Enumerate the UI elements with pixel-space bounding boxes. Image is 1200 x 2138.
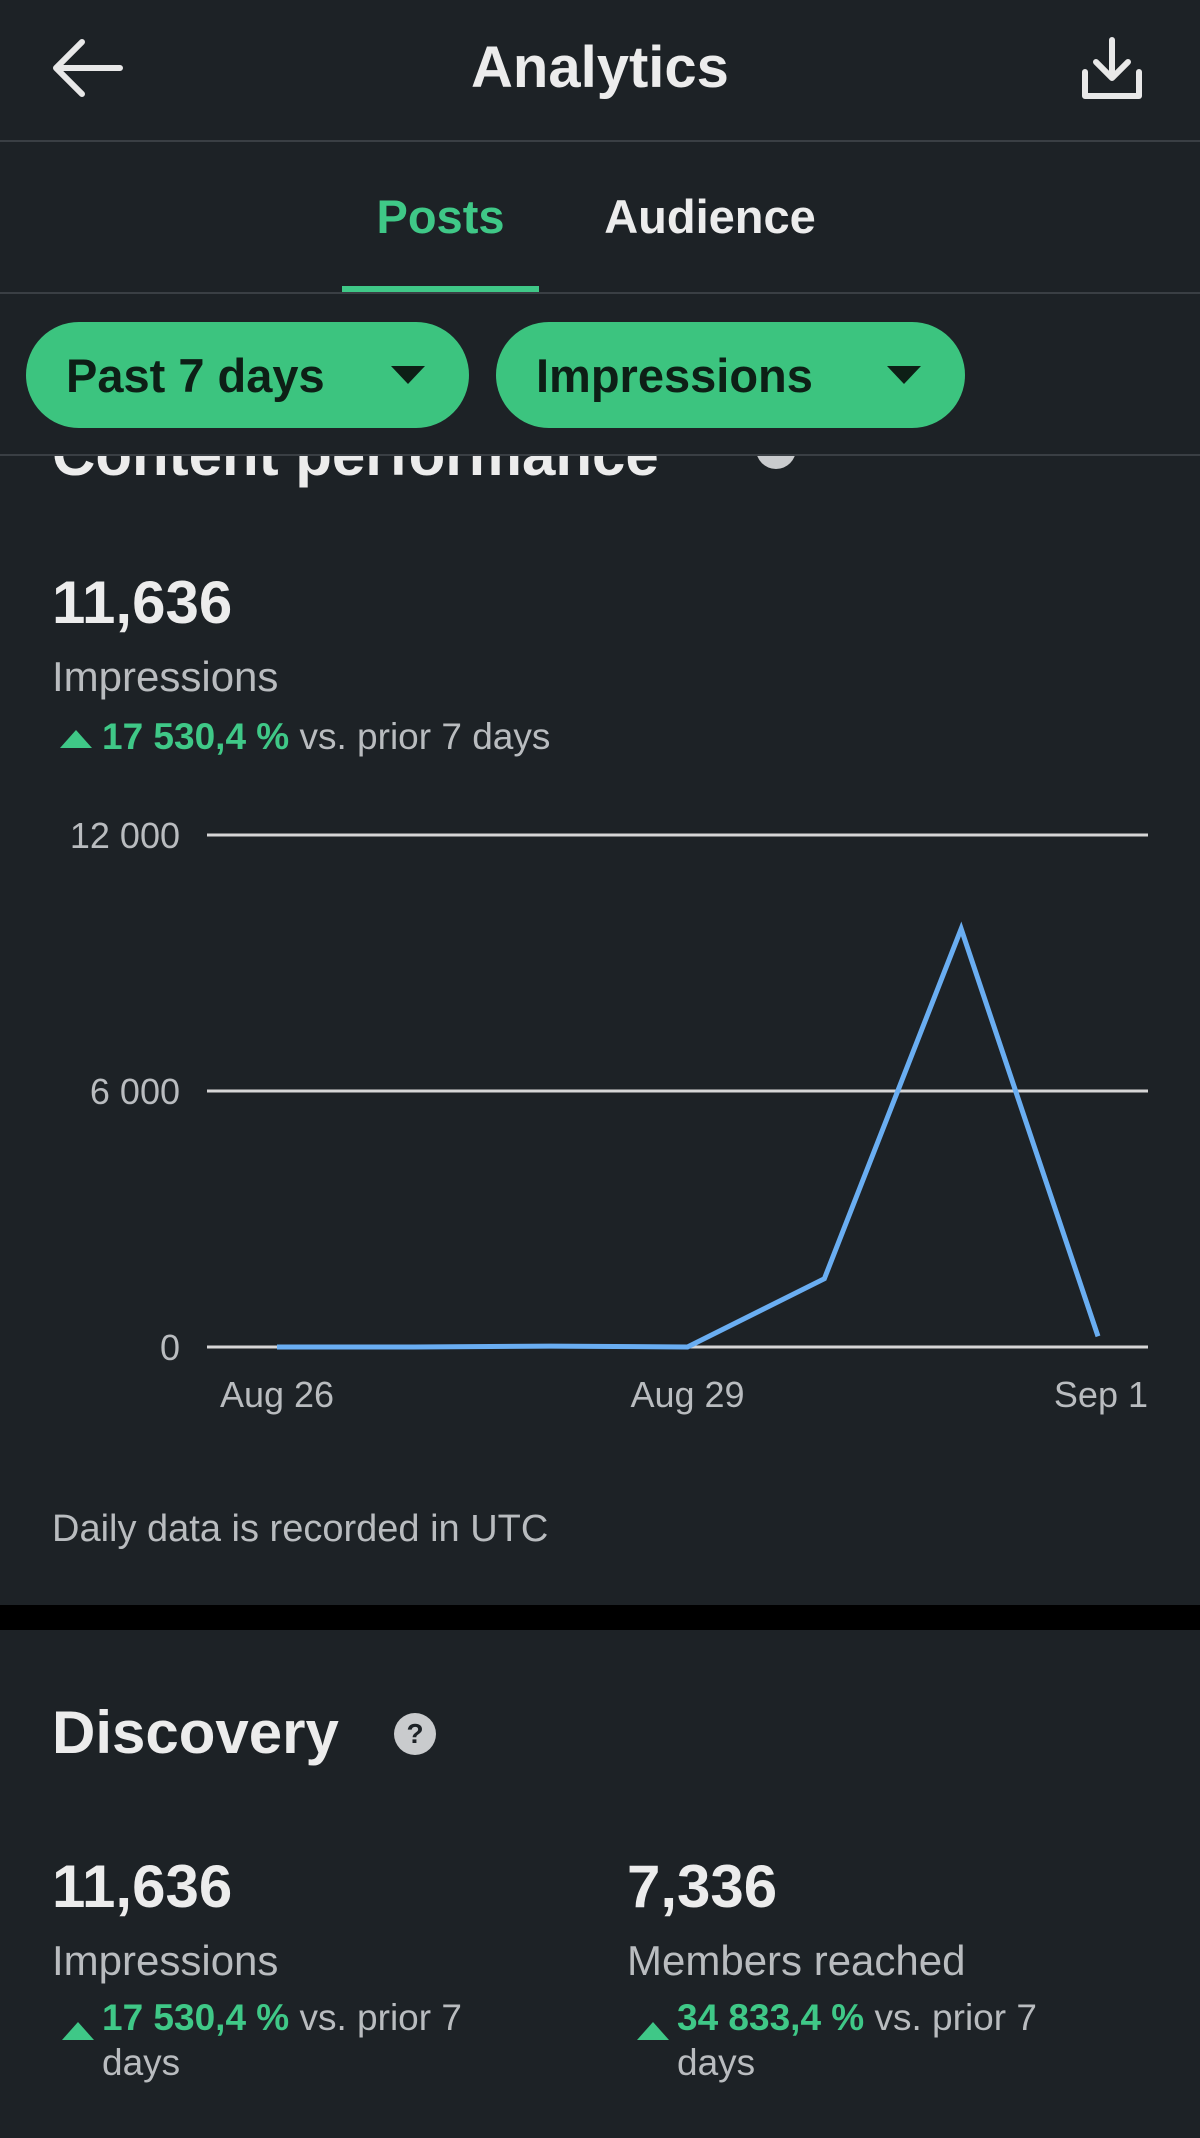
help-icon[interactable]: ? [393, 1712, 437, 1756]
change-comparison: vs. prior 7 days [299, 716, 551, 757]
change-value: 34 833,4 % [677, 1997, 865, 2038]
stat-label: Impressions [52, 1937, 279, 1984]
change-icon [62, 2022, 104, 2040]
tab[interactable]: Audience [604, 190, 816, 243]
divider [0, 454, 1200, 456]
metric-total: 11,636 [52, 569, 233, 636]
metric-name: Impressions [52, 653, 279, 700]
back-button[interactable] [50, 36, 126, 100]
tab-indicator [342, 286, 539, 292]
section-title: Discovery [52, 1699, 339, 1766]
divider [0, 140, 1200, 142]
change-value: 17 530,4 % [102, 1997, 290, 2038]
x-tick-label: Aug 29 [630, 1374, 744, 1415]
y-tick-label: 12 000 [70, 815, 180, 856]
section-separator [0, 1605, 1200, 1630]
change-value: 17 530,4 % [102, 716, 290, 757]
divider [0, 292, 1200, 294]
filter-label: Past 7 days [66, 348, 325, 402]
stat-value: 7,336 [627, 1853, 778, 1920]
download-button[interactable] [1080, 36, 1144, 102]
x-tick-label: Sep 1 [1054, 1374, 1148, 1415]
metric-change: 17 530,4 % vs. prior 7 days [60, 716, 550, 758]
x-tick-label: Aug 26 [220, 1374, 334, 1415]
filter-label: Impressions [536, 348, 813, 402]
filter-pill[interactable]: Impressions [496, 322, 965, 428]
stat-value: 11,636 [52, 1853, 233, 1920]
stat-change: 17 530,4 % vs. prior 7 days [102, 1995, 522, 2085]
chart: 0 6 000 12 000 Aug 26 Aug 29 Sep 1 [70, 815, 1148, 1415]
page-title: Analytics [471, 35, 729, 100]
line-series [277, 921, 1101, 1350]
change-comparison: vs. prior 7 days [102, 1997, 462, 2083]
y-tick-label: 0 [160, 1327, 180, 1368]
stat-change: 34 833,4 % vs. prior 7 days [677, 1995, 1097, 2085]
stat-label: Members reached [627, 1937, 966, 1984]
up-arrow [62, 2022, 94, 2040]
up-arrow [637, 2022, 669, 2040]
change-comparison: vs. prior 7 days [677, 1997, 1037, 2083]
y-tick-label: 6 000 [90, 1071, 180, 1112]
footnote: Daily data is recorded in UTC [52, 1508, 549, 1550]
change-icon [637, 2022, 679, 2040]
svg-text:?: ? [406, 1718, 423, 1749]
filter-pill[interactable]: Past 7 days [26, 322, 469, 428]
tab[interactable]: Posts [376, 190, 505, 243]
